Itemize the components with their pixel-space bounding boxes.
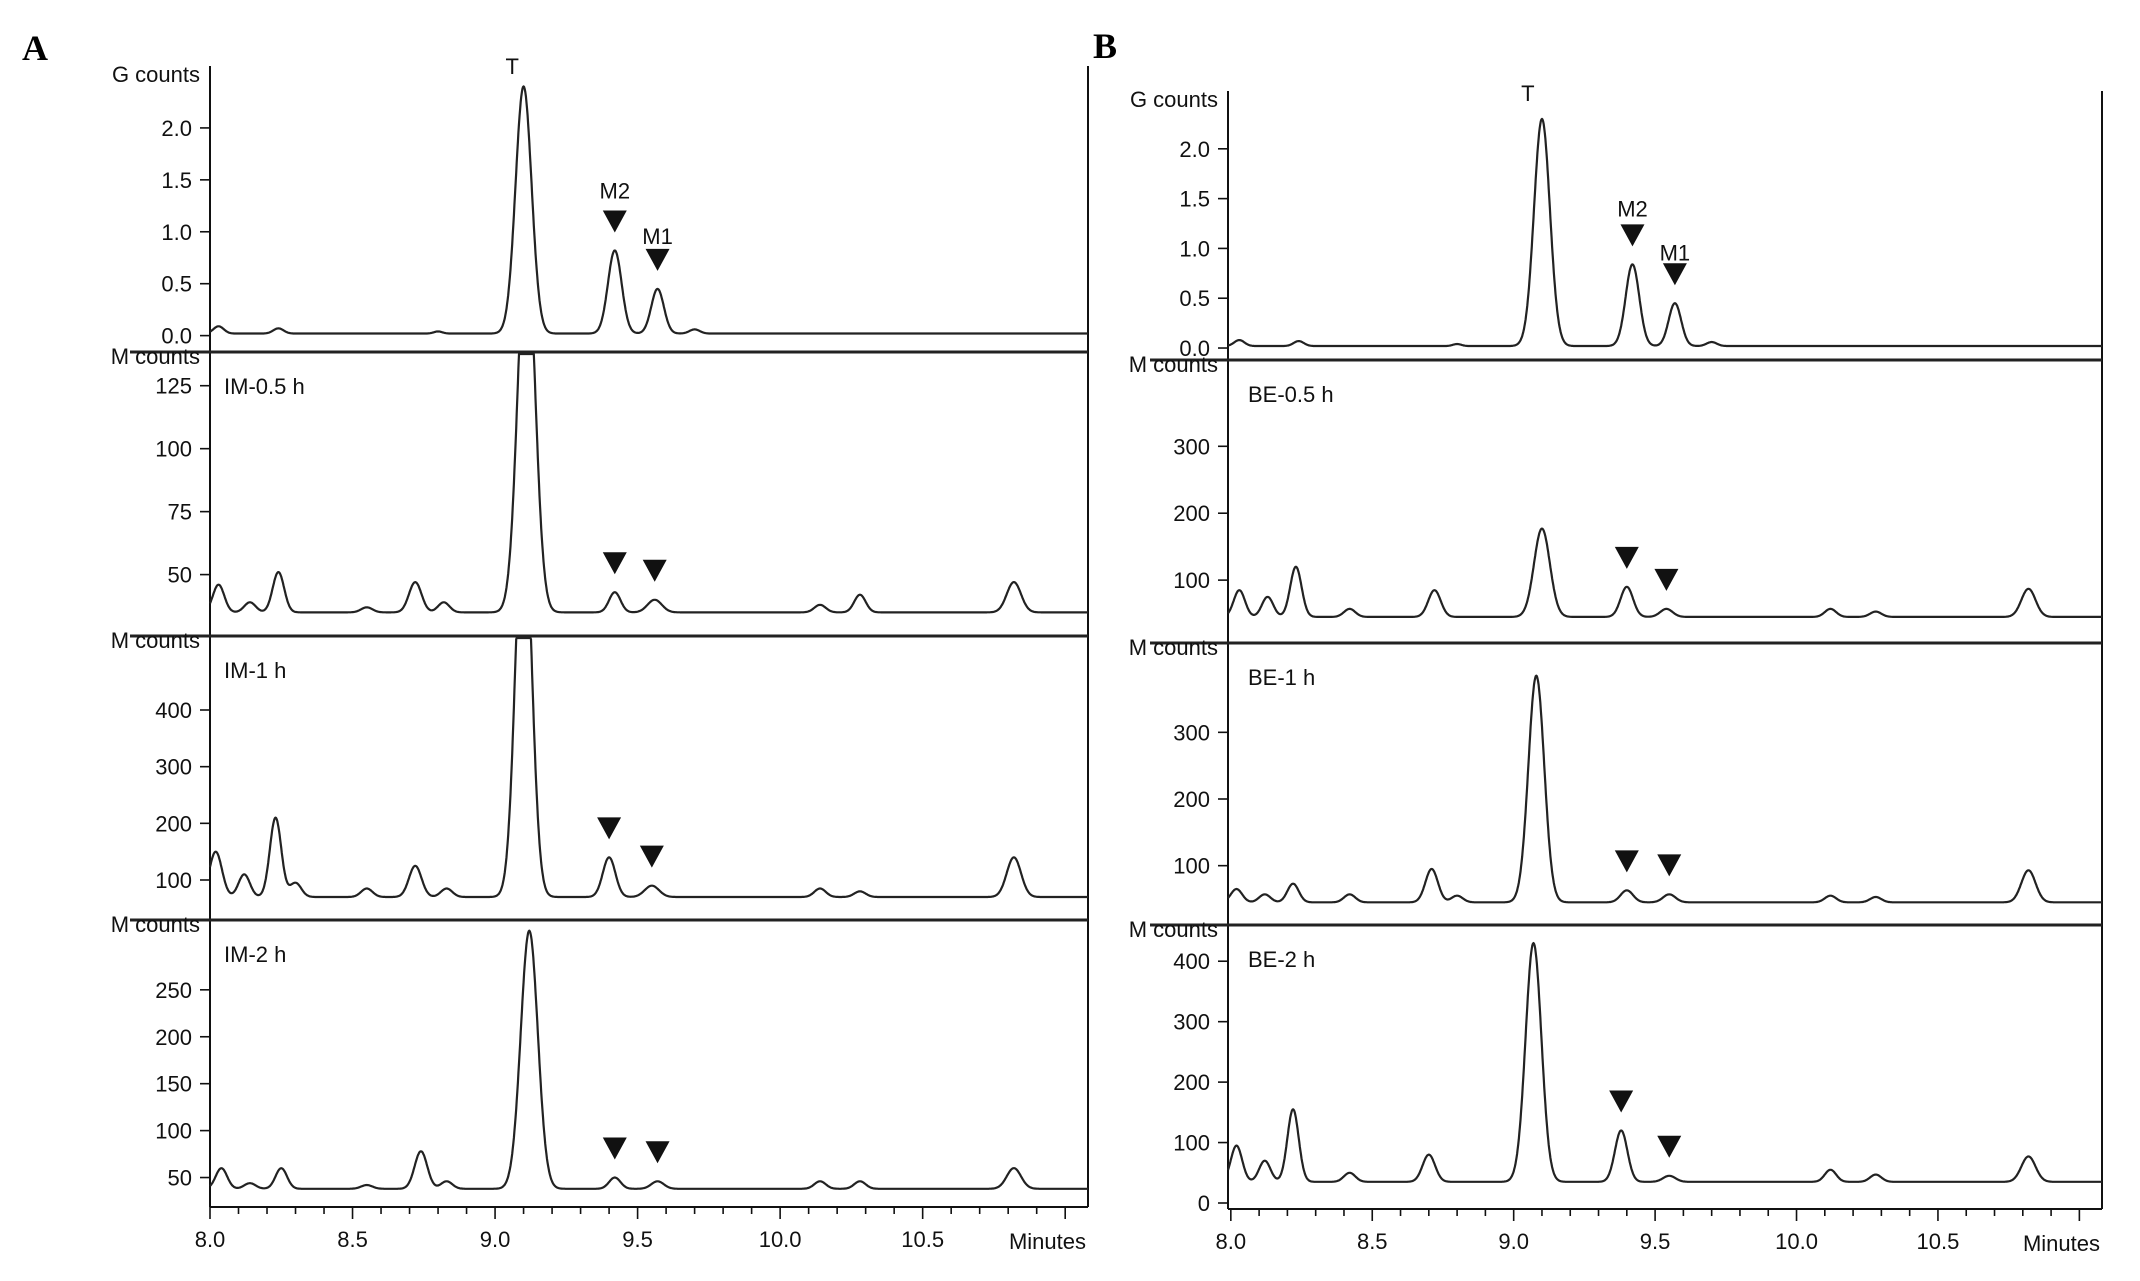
y-axis-label: M counts — [1129, 917, 1218, 942]
y-tick-label: 0.0 — [1179, 336, 1210, 361]
subplot-label: BE-2 h — [1248, 947, 1315, 972]
peak-marker — [602, 210, 627, 233]
x-tick-label: 9.0 — [1498, 1229, 1529, 1254]
chromatogram-trace — [209, 929, 1089, 1190]
x-axis-label: Minutes — [2023, 1231, 2100, 1256]
chromatogram-trace — [209, 85, 1089, 335]
y-tick-label: 0.0 — [161, 324, 192, 349]
x-tick-label: 9.5 — [622, 1227, 653, 1252]
peak-marker — [642, 559, 667, 582]
chromatogram-trace — [1227, 674, 2103, 904]
chromatogram-trace — [208, 636, 1089, 899]
y-axis-label: M counts — [1129, 635, 1218, 660]
peak-annotation: M2 — [1617, 197, 1648, 222]
peak-marker — [1657, 854, 1682, 877]
peak-annotation: M1 — [1660, 240, 1691, 265]
y-axis-label: M counts — [1129, 352, 1218, 377]
peak-annotation: M1 — [642, 224, 673, 249]
x-tick-label: 10.0 — [759, 1227, 802, 1252]
y-tick-label: 100 — [155, 437, 192, 462]
y-tick-label: 200 — [1173, 787, 1210, 812]
chromatogram-trace — [208, 352, 1089, 614]
x-tick-label: 10.0 — [1775, 1229, 1818, 1254]
subplot-label: IM-2 h — [224, 942, 286, 967]
y-tick-label: 125 — [155, 374, 192, 399]
x-tick-label: 8.5 — [337, 1227, 368, 1252]
peak-annotation: T — [505, 54, 518, 79]
y-tick-label: 0.5 — [1179, 286, 1210, 311]
x-axis-label: Minutes — [1009, 1229, 1086, 1254]
y-tick-label: 2.0 — [161, 116, 192, 141]
y-axis-label: G counts — [1130, 87, 1218, 112]
y-tick-label: 200 — [1173, 501, 1210, 526]
panel-a: 8.0 8.5 9.0 9.5 10.0 10.5 Minutes 0.0 0.5 1.0 1.5 2… — [111, 54, 1089, 1254]
peak-marker — [1657, 1135, 1682, 1158]
peak-marker — [1662, 263, 1687, 286]
peak-marker — [602, 1137, 627, 1160]
peak-annotation: T — [1521, 81, 1534, 106]
y-tick-label: 50 — [168, 1166, 192, 1191]
peak-marker — [1620, 224, 1645, 247]
y-tick-label: 200 — [155, 811, 192, 836]
y-axis-label: M counts — [111, 628, 200, 653]
y-tick-label: 250 — [155, 978, 192, 1003]
y-tick-label: 50 — [168, 563, 192, 588]
y-tick-label: 150 — [155, 1072, 192, 1097]
y-tick-label: 1.0 — [161, 220, 192, 245]
y-axis-label: G counts — [112, 62, 200, 87]
peak-marker — [1609, 1090, 1634, 1113]
y-tick-label: 0.5 — [161, 272, 192, 297]
panel-label-b: B — [1093, 26, 1117, 66]
y-tick-label: 300 — [155, 755, 192, 780]
peak-annotation: M2 — [600, 179, 631, 204]
chromatogram-trace — [1227, 527, 2103, 619]
peak-marker — [639, 845, 664, 868]
chromatogram-trace — [1227, 117, 2103, 348]
y-tick-label: 1.0 — [1179, 236, 1210, 261]
subplot-label: BE-1 h — [1248, 665, 1315, 690]
panel-label-a: A — [22, 28, 48, 68]
peak-marker — [597, 817, 622, 840]
peak-marker — [645, 248, 670, 271]
x-tick-label: 8.0 — [195, 1227, 226, 1252]
y-tick-label: 100 — [155, 1119, 192, 1144]
x-tick-label: 10.5 — [901, 1227, 944, 1252]
y-axis-label: M counts — [111, 912, 200, 937]
y-tick-label: 100 — [1173, 568, 1210, 593]
y-tick-label: 400 — [1173, 949, 1210, 974]
y-tick-label: 200 — [1173, 1070, 1210, 1095]
x-tick-label: 8.0 — [1216, 1229, 1247, 1254]
y-tick-label: 2.0 — [1179, 137, 1210, 162]
y-tick-label: 300 — [1173, 720, 1210, 745]
peak-marker — [645, 1141, 670, 1164]
y-tick-label: 300 — [1173, 434, 1210, 459]
subplot-label: BE-0.5 h — [1248, 382, 1334, 407]
x-tick-label: 9.0 — [480, 1227, 511, 1252]
y-tick-label: 300 — [1173, 1010, 1210, 1035]
x-tick-label: 8.5 — [1357, 1229, 1388, 1254]
peak-marker — [1654, 568, 1679, 591]
y-tick-label: 100 — [1173, 854, 1210, 879]
panel-b: 8.0 8.5 9.0 9.5 10.0 10.5 Minutes 0.0 0.5 1.0 1.5 2… — [1129, 81, 2103, 1256]
peak-marker — [1614, 850, 1639, 873]
y-tick-label: 1.5 — [161, 168, 192, 193]
subplot-label: IM-1 h — [224, 658, 286, 683]
peak-marker — [1614, 546, 1639, 569]
y-tick-label: 1.5 — [1179, 187, 1210, 212]
y-tick-label: 75 — [168, 500, 192, 525]
y-tick-label: 100 — [1173, 1131, 1210, 1156]
y-tick-label: 400 — [155, 698, 192, 723]
x-tick-label: 10.5 — [1917, 1229, 1960, 1254]
y-axis-label: M counts — [111, 344, 200, 369]
y-tick-label: 0 — [1198, 1191, 1210, 1216]
y-tick-label: 200 — [155, 1025, 192, 1050]
chromatogram-trace — [1226, 941, 2103, 1183]
x-tick-label: 9.5 — [1640, 1229, 1671, 1254]
peak-marker — [602, 552, 627, 575]
subplot-label: IM-0.5 h — [224, 374, 305, 399]
y-tick-label: 100 — [155, 868, 192, 893]
